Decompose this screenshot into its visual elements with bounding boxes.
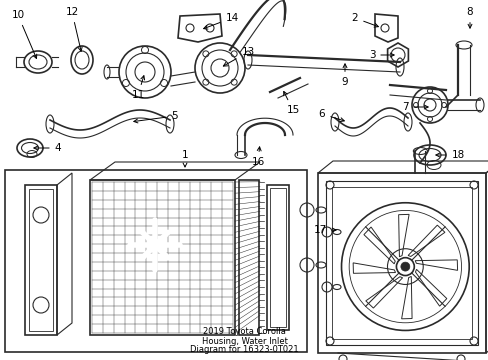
Bar: [29, 189, 53, 331]
Text: 13: 13: [223, 47, 254, 66]
Text: 11: 11: [131, 76, 144, 100]
Text: 2: 2: [351, 13, 378, 27]
Text: 6: 6: [318, 109, 344, 122]
Bar: [317, 173, 485, 353]
Text: 5: 5: [134, 111, 178, 123]
Bar: [269, 188, 285, 327]
Text: 4: 4: [34, 143, 61, 153]
Text: 16: 16: [251, 147, 264, 167]
Text: 7: 7: [401, 102, 427, 112]
Text: 17: 17: [313, 225, 335, 235]
Text: 3: 3: [368, 50, 393, 60]
Text: Diagram for 16323-0T021: Diagram for 16323-0T021: [190, 346, 298, 355]
Text: 15: 15: [283, 91, 299, 115]
Text: 14: 14: [203, 13, 238, 29]
Bar: [5, 170, 306, 352]
Text: 18: 18: [435, 150, 464, 160]
Text: Housing, Water Inlet: Housing, Water Inlet: [201, 337, 287, 346]
Text: 9: 9: [341, 64, 347, 87]
Text: 2019 Toyota Corolla: 2019 Toyota Corolla: [203, 328, 285, 337]
Bar: [25, 185, 57, 335]
Text: 12: 12: [65, 7, 82, 51]
Text: 8: 8: [466, 7, 472, 28]
Bar: [266, 185, 288, 330]
Text: 10: 10: [11, 10, 37, 58]
Bar: [239, 180, 259, 335]
Bar: [90, 180, 235, 335]
Text: 1: 1: [182, 150, 188, 167]
Bar: [331, 187, 471, 339]
Circle shape: [400, 262, 409, 271]
Bar: [325, 181, 477, 345]
